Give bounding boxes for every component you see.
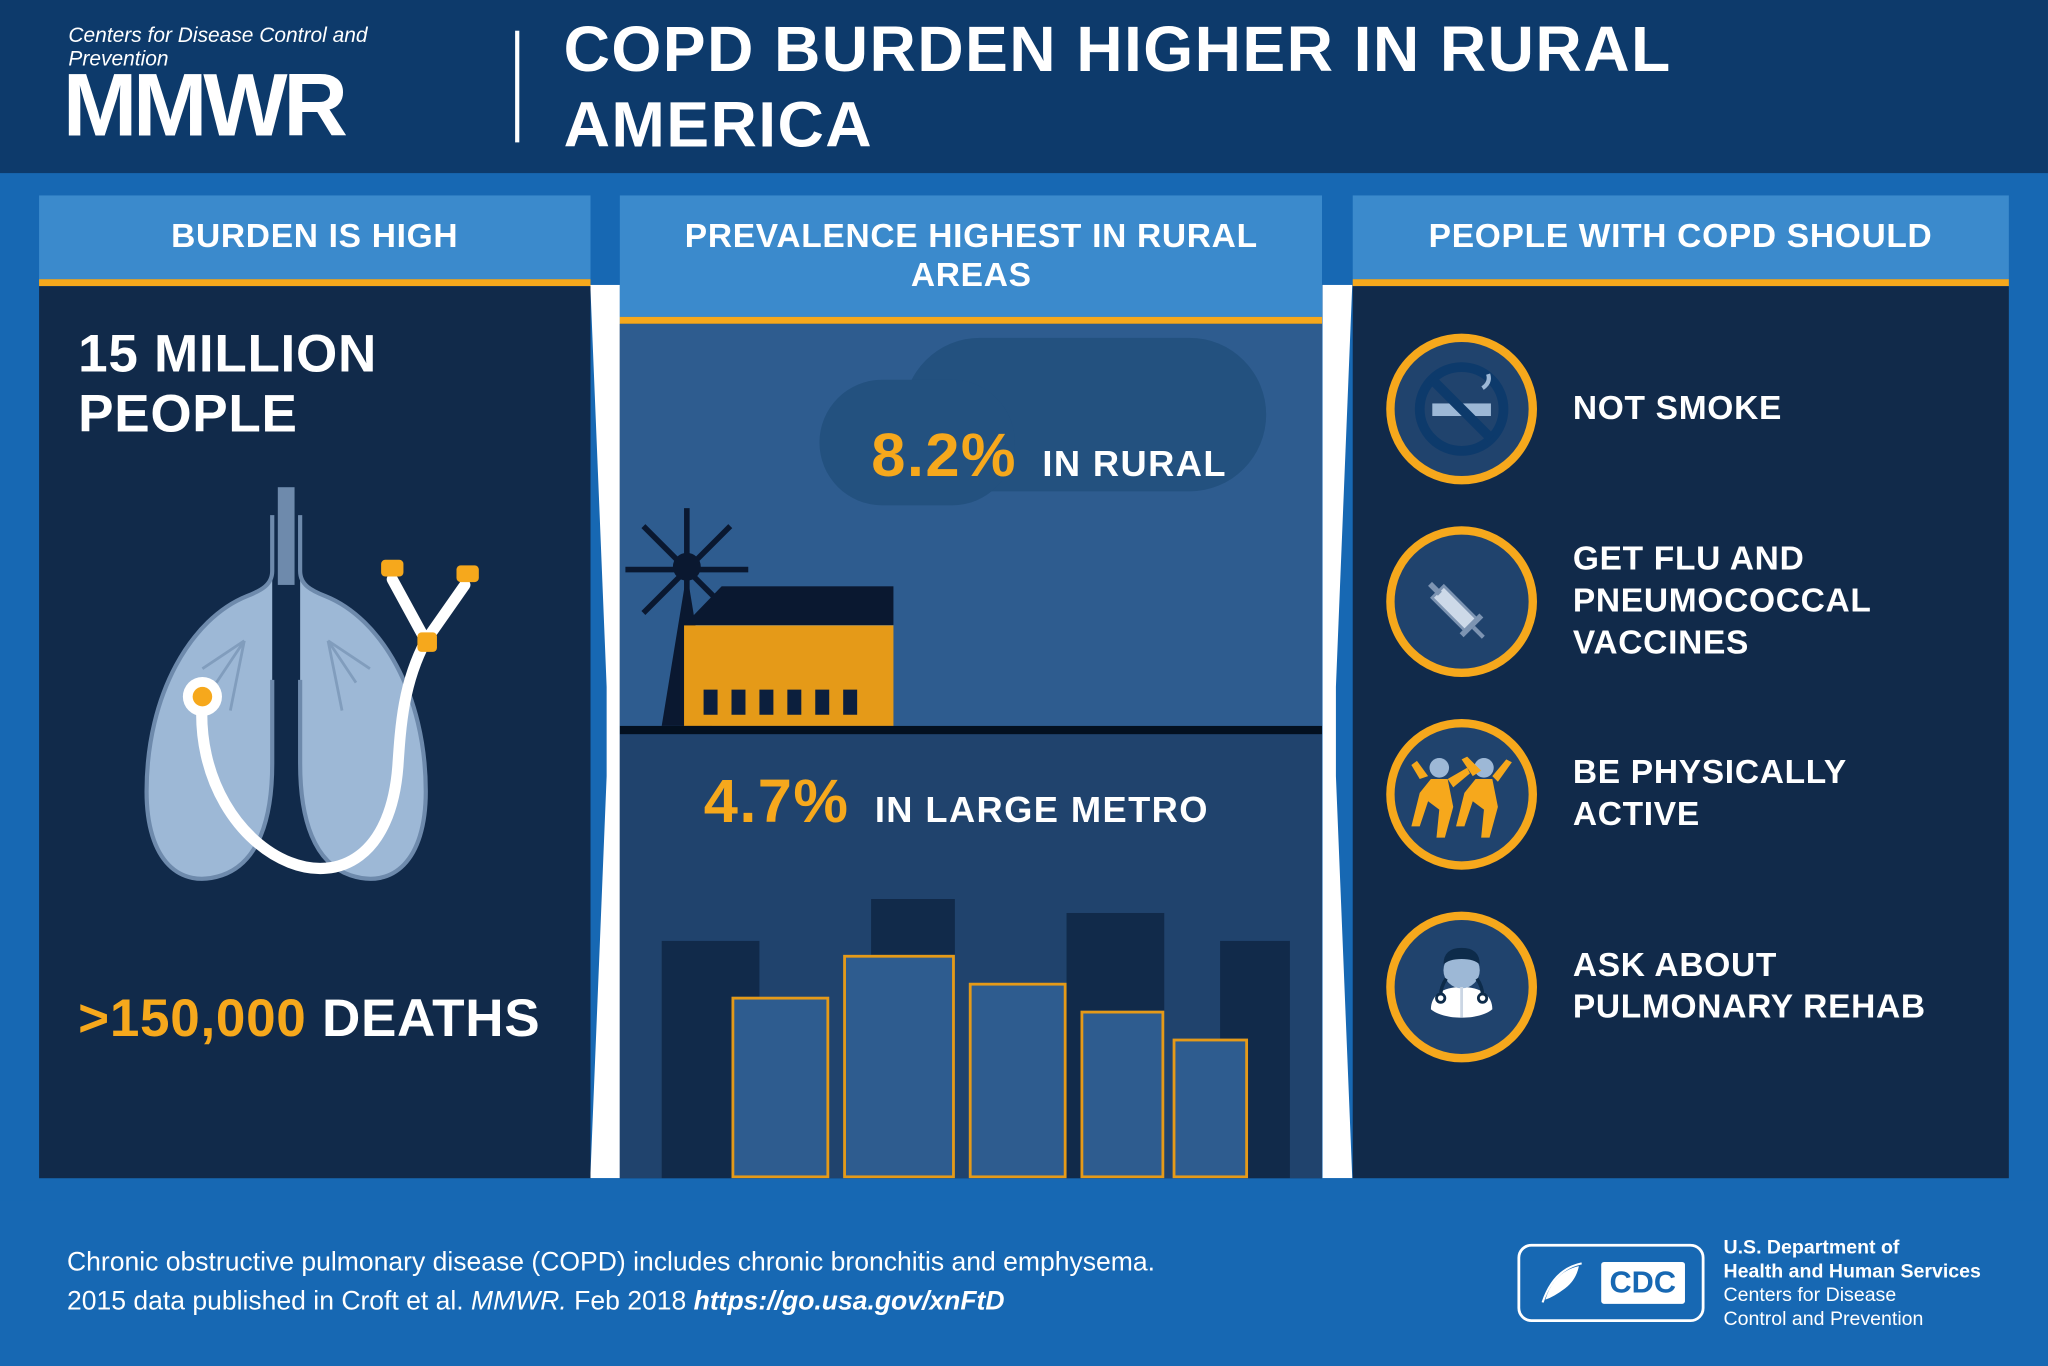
lungs-stethoscope-icon — [39, 459, 590, 934]
col1-heading: BURDEN IS HIGH — [39, 195, 590, 279]
footer-line2: 2015 data published in Croft et al. MMWR… — [67, 1283, 1155, 1321]
doctor-icon — [1386, 912, 1537, 1063]
col2-heading: PREVALENCE HIGHEST IN RURAL AREAS — [620, 195, 1323, 317]
cdc-attribution: CDC U.S. Department of Health and Human … — [1517, 1236, 1981, 1330]
advice-label: NOT SMOKE — [1573, 388, 1782, 430]
people-stat: 15 MILLION PEOPLE — [39, 286, 590, 459]
city-skyline-icon — [648, 899, 1295, 1178]
no-smoking-icon — [1386, 334, 1537, 485]
advice-item: ASK ABOUT PULMONARY REHAB — [1386, 912, 1976, 1063]
syringe-icon — [1386, 526, 1537, 677]
col-advice: PEOPLE WITH COPD SHOULD NOT SM — [1352, 195, 2009, 1178]
columns: BURDEN IS HIGH 15 MILLION PEOPLE — [0, 173, 2048, 1178]
metro-label: IN LARGE METRO — [863, 789, 1209, 831]
advice-label: BE PHYSICALLY ACTIVE — [1573, 752, 1976, 836]
metro-stat: 4.7% IN LARGE METRO — [704, 768, 1209, 838]
col-burden: BURDEN IS HIGH 15 MILLION PEOPLE — [39, 195, 590, 1178]
barn-icon — [684, 625, 893, 726]
cdc-logo-text: CDC — [1601, 1262, 1684, 1304]
cdc-badge: CDC — [1517, 1244, 1704, 1322]
footer-line1: Chronic obstructive pulmonary disease (C… — [67, 1244, 1155, 1282]
deaths-label: DEATHS — [307, 990, 541, 1049]
accent-bar — [39, 279, 590, 286]
col3-heading: PEOPLE WITH COPD SHOULD — [1352, 195, 2009, 279]
divider — [515, 31, 519, 143]
rural-pct: 8.2% — [871, 422, 1017, 490]
header: Centers for Disease Control and Preventi… — [0, 0, 2048, 173]
advice-item: GET FLU AND PNEUMOCOCCAL VACCINES — [1386, 526, 1976, 677]
mmwr-logo: Centers for Disease Control and Preventi… — [63, 24, 470, 150]
column-separator — [1323, 285, 1353, 1178]
col-prevalence: PREVALENCE HIGHEST IN RURAL AREAS — [620, 195, 1323, 1178]
advice-item: NOT SMOKE — [1386, 334, 1976, 485]
exercise-icon — [1386, 719, 1537, 870]
advice-label: GET FLU AND PNEUMOCOCCAL VACCINES — [1573, 539, 1976, 665]
advice-label: ASK ABOUT PULMONARY REHAB — [1573, 945, 1976, 1029]
metro-pct: 4.7% — [704, 768, 850, 836]
deaths-stat: >150,000 DEATHS — [39, 934, 590, 1050]
col3-body: NOT SMOKE — [1352, 286, 2009, 1178]
column-separator — [590, 285, 620, 1178]
footer-text: Chronic obstructive pulmonary disease (C… — [67, 1244, 1155, 1321]
hhs-seal-icon — [1537, 1258, 1587, 1308]
accent-bar — [620, 317, 1323, 324]
rural-label: IN RURAL — [1031, 443, 1227, 485]
accent-bar — [1352, 279, 2009, 286]
col2-body: 8.2% IN RURAL 4.7% IN LARGE METRO — [620, 324, 1323, 1178]
footer: Chronic obstructive pulmonary disease (C… — [0, 1201, 2048, 1366]
deaths-number: >150,000 — [78, 990, 306, 1049]
logo-main: MMWR — [63, 60, 470, 149]
rural-stat: 8.2% IN RURAL — [871, 422, 1227, 492]
rural-metro-scene: 8.2% IN RURAL 4.7% IN LARGE METRO — [620, 324, 1323, 1178]
hhs-text: U.S. Department of Health and Human Serv… — [1723, 1236, 1980, 1330]
page-title: COPD BURDEN HIGHER IN RURAL AMERICA — [564, 11, 1985, 162]
col1-body: 15 MILLION PEOPLE — [39, 286, 590, 1178]
advice-item: BE PHYSICALLY ACTIVE — [1386, 719, 1976, 870]
